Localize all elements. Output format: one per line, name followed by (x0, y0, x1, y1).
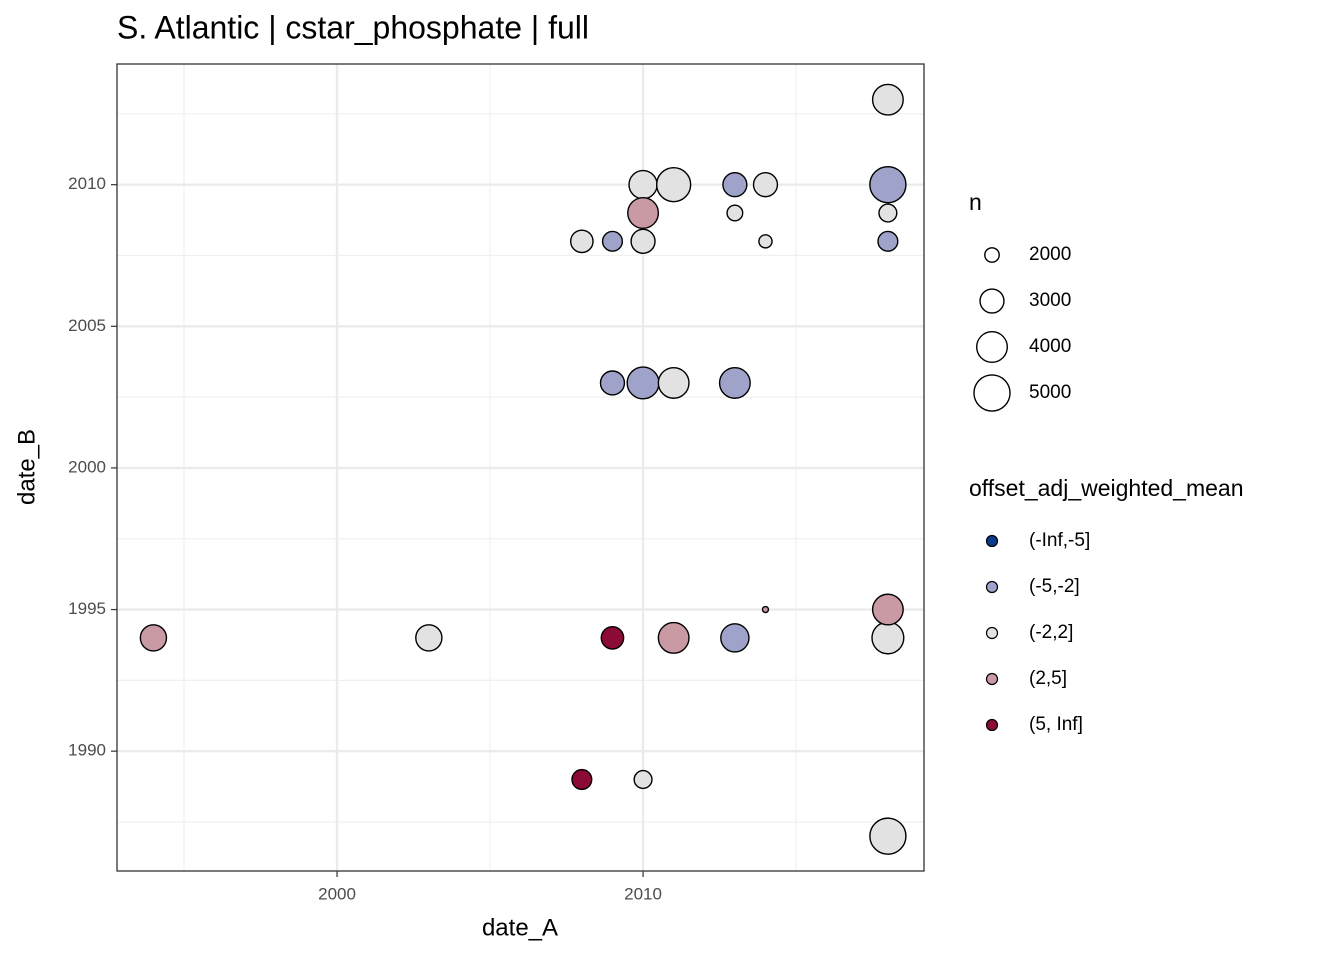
color-legend-title: offset_adj_weighted_mean (969, 475, 1244, 501)
point (761, 605, 770, 614)
plot-border (116, 63, 925, 872)
size-legend-key (979, 288, 1005, 314)
color-legend-label: (-2,2] (1029, 622, 1073, 643)
point (569, 229, 594, 254)
color-legend-key (985, 580, 999, 594)
x-axis-label: date_A (482, 914, 558, 941)
y-tick-label: 2005 (68, 316, 106, 335)
size-legend-label: 5000 (1029, 382, 1071, 403)
point (877, 230, 899, 252)
point (722, 172, 748, 198)
x-tick-label: 2010 (624, 884, 662, 903)
point (752, 172, 779, 198)
y-tick-label: 2000 (68, 457, 106, 476)
color-legend-key (985, 672, 999, 686)
size-legend-key (976, 331, 1008, 363)
y-tick-label: 2010 (68, 174, 106, 193)
point (633, 769, 653, 790)
point (626, 366, 660, 400)
point (628, 169, 658, 200)
size-legend-key (984, 247, 1000, 263)
y-axis-label: date_B (13, 429, 40, 505)
point (871, 593, 904, 626)
point (726, 204, 744, 222)
color-legend-key (985, 626, 999, 640)
point (871, 621, 905, 655)
size-legend-label: 4000 (1029, 336, 1071, 357)
color-legend-label: (2,5] (1029, 668, 1067, 689)
point (657, 366, 690, 399)
color-legend-key (985, 534, 999, 548)
y-tick-label: 1990 (68, 741, 106, 760)
size-legend-key (973, 374, 1011, 412)
point (601, 230, 624, 252)
point (869, 817, 907, 855)
color-legend-key (985, 718, 999, 732)
size-legend-title: n (969, 189, 982, 215)
point (720, 623, 750, 653)
color-legend-label: (-Inf,-5] (1029, 530, 1090, 551)
point (600, 626, 625, 650)
size-legend-label: 2000 (1029, 244, 1071, 265)
y-tick-label: 1995 (68, 599, 106, 618)
point (655, 166, 692, 203)
point (630, 228, 656, 254)
point (869, 165, 907, 204)
point (599, 370, 626, 396)
point (139, 624, 168, 652)
point (627, 196, 660, 229)
point (657, 621, 690, 654)
point (878, 203, 898, 223)
point (718, 366, 751, 399)
color-legend-label: (-5,-2] (1029, 576, 1080, 597)
color-legend-label: (5, Inf] (1029, 714, 1083, 735)
point (871, 83, 904, 116)
chart-title: S. Atlantic | cstar_phosphate | full (117, 9, 589, 45)
point (415, 624, 443, 652)
point (758, 234, 773, 249)
size-legend-label: 3000 (1029, 290, 1071, 311)
point (571, 768, 593, 791)
x-tick-label: 2000 (318, 884, 356, 903)
